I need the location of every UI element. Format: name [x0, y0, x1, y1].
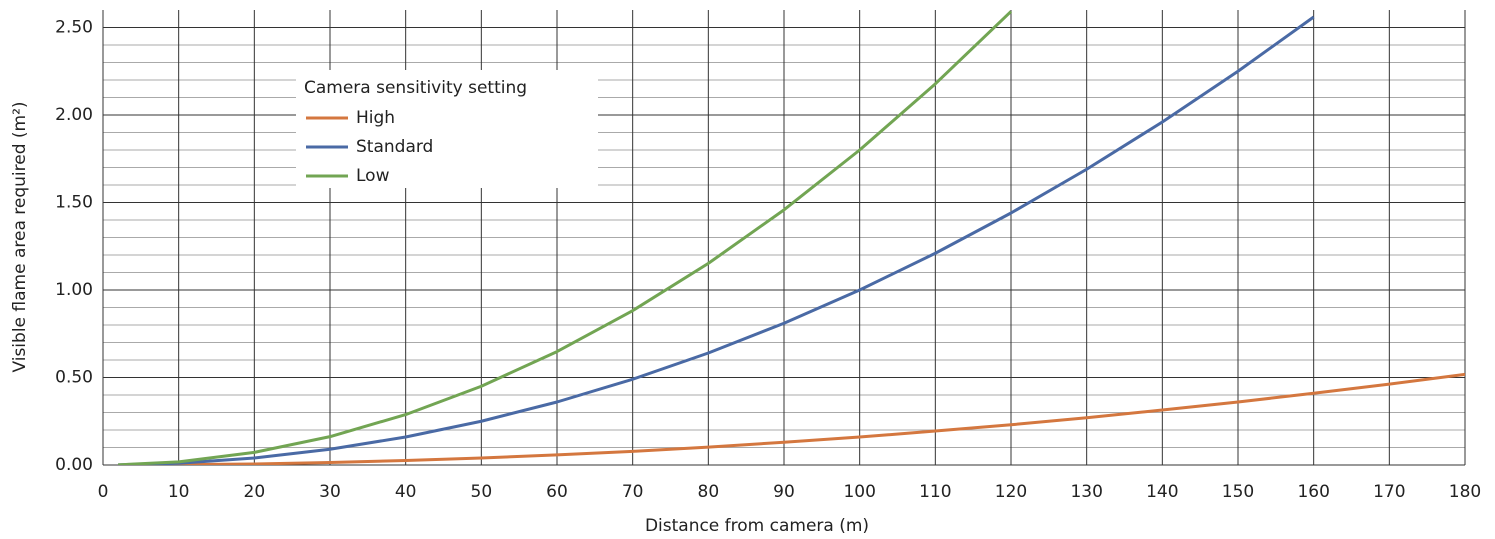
axes: Distance from camera (m) Visible flame a…	[10, 18, 1481, 537]
x-tick-label: 120	[995, 482, 1027, 502]
y-axis-label: Visible flame area required (m²)	[10, 101, 30, 372]
x-tick-label: 70	[622, 482, 644, 502]
grid	[102, 10, 1466, 466]
y-tick-label: 1.00	[55, 280, 93, 300]
legend: Camera sensitivity setting High Standard L…	[296, 70, 598, 188]
x-tick-label: 60	[546, 482, 568, 502]
x-tick-label: 40	[395, 482, 417, 502]
x-tick-label: 80	[698, 482, 720, 502]
legend-label: Standard	[356, 137, 433, 157]
series-line	[118, 15, 1315, 465]
y-tick-label: 0.00	[55, 455, 93, 475]
legend-box	[296, 70, 598, 188]
x-tick-label: 10	[168, 482, 190, 502]
x-tick-label: 0	[98, 482, 109, 502]
y-tick-label: 2.50	[55, 18, 93, 38]
x-tick-label: 160	[1297, 482, 1329, 502]
x-tick-label: 20	[244, 482, 266, 502]
y-tick-label: 2.00	[55, 105, 93, 125]
y-tick-label: 0.50	[55, 368, 93, 388]
x-tick-label: 150	[1222, 482, 1254, 502]
x-tick-label: 90	[773, 482, 795, 502]
lines	[118, 10, 1465, 465]
x-tick-label: 100	[843, 482, 875, 502]
x-tick-label: 110	[919, 482, 951, 502]
legend-label: High	[356, 108, 395, 128]
x-tick-label: 130	[1070, 482, 1102, 502]
x-tick-label: 140	[1146, 482, 1178, 502]
x-tick-label: 50	[471, 482, 493, 502]
series-line	[118, 10, 1013, 465]
legend-title: Camera sensitivity setting	[304, 78, 527, 98]
x-tick-label: 30	[319, 482, 341, 502]
x-axis-label: Distance from camera (m)	[645, 516, 869, 536]
series-line	[118, 372, 1465, 465]
y-tick-label: 1.50	[55, 193, 93, 213]
x-tick-label: 180	[1449, 482, 1481, 502]
legend-label: Low	[356, 166, 390, 186]
x-tick-label: 170	[1373, 482, 1405, 502]
